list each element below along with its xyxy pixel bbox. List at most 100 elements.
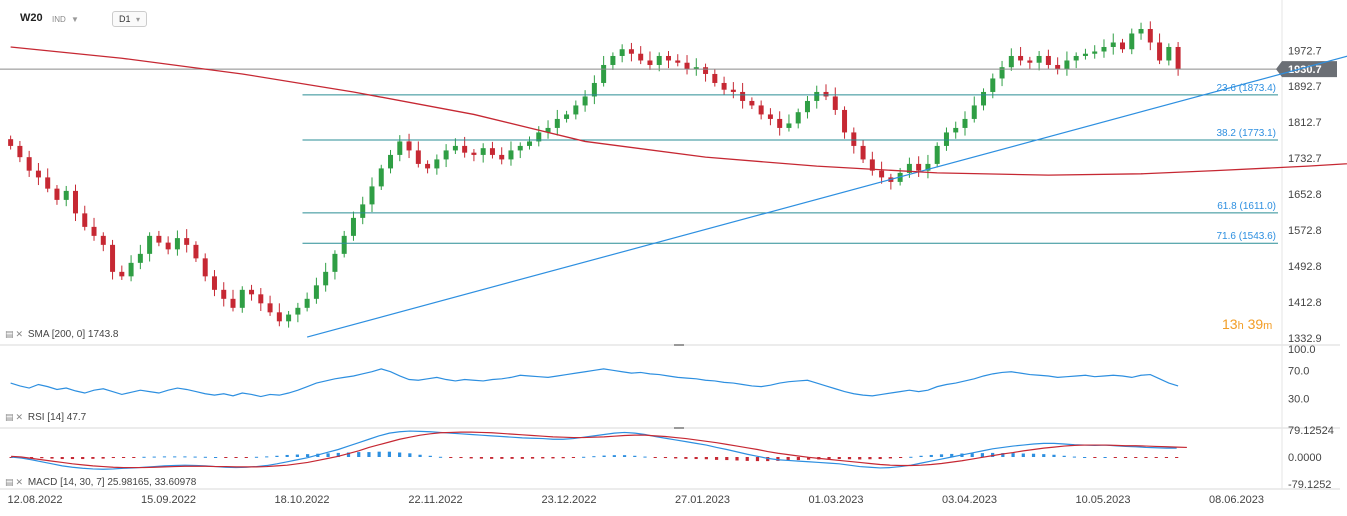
macd-histogram-bar — [152, 456, 156, 458]
close-icon[interactable]: ✕ — [15, 477, 24, 487]
candle-body — [239, 289, 245, 308]
candle-body — [1101, 46, 1107, 52]
macd-histogram-bar — [1052, 454, 1056, 458]
candle-body — [1157, 42, 1163, 61]
candle-body — [1129, 33, 1135, 50]
macd-histogram-bar — [929, 454, 933, 457]
candle-body — [962, 118, 968, 128]
current-price-value: 1930.7 — [1288, 64, 1322, 76]
x-tick-label: 08.06.2023 — [1209, 494, 1264, 506]
candle-body — [851, 132, 857, 146]
candle-body — [647, 60, 653, 65]
candle-body — [981, 91, 987, 106]
candle-body — [462, 145, 468, 153]
macd-histogram-bar — [438, 456, 443, 458]
macd-histogram-bar — [1113, 457, 1117, 458]
macd-histogram-bar — [633, 455, 637, 457]
candle-body — [341, 235, 347, 254]
macd-histogram-bar — [980, 453, 985, 458]
macd-histogram-bar — [1031, 453, 1036, 457]
candle-body — [684, 62, 690, 70]
macd-histogram-bar — [398, 452, 402, 457]
countdown-hours: 13 — [1222, 316, 1238, 332]
candle-body — [406, 141, 412, 151]
candle-body — [54, 188, 60, 200]
macd-histogram-bar — [1154, 457, 1158, 458]
rsi-y-tick-label: 100.0 — [1288, 344, 1316, 356]
macd-histogram-bar — [735, 457, 739, 461]
candle-body — [82, 213, 88, 227]
timeframe-select[interactable]: D1 ▾ — [112, 11, 148, 27]
macd-histogram-bar — [1103, 457, 1107, 458]
close-icon[interactable]: ✕ — [15, 329, 24, 339]
candle-body — [814, 91, 820, 101]
candle-body — [619, 49, 625, 56]
macd-histogram-bar — [265, 456, 269, 458]
macd-histogram-bar — [295, 454, 299, 458]
market-label[interactable]: IND ▼ — [52, 15, 79, 24]
macd-histogram-bar — [1001, 453, 1005, 458]
sma-legend[interactable]: ▤ ✕ SMA [200, 0] 1743.8 — [5, 329, 118, 340]
candle-body — [313, 285, 319, 299]
macd-legend[interactable]: ▤ ✕ MACD [14, 30, 7] 25.98165, 33.60978 — [5, 477, 196, 488]
chevron-down-icon[interactable]: ▼ — [71, 15, 79, 24]
candle-body — [1147, 28, 1153, 43]
candle-body — [17, 145, 23, 158]
candle-body — [193, 244, 199, 259]
rsi-name: RSI — [27, 412, 45, 423]
macd-histogram-bar — [766, 457, 770, 462]
candle-body — [879, 170, 885, 178]
macd-histogram-bar — [755, 457, 760, 462]
candle-body — [249, 289, 255, 295]
macd-histogram-bar — [387, 451, 392, 457]
rsi-legend[interactable]: ▤ ✕ RSI [14] 47.7 — [5, 412, 86, 423]
macd-histogram-bar — [60, 457, 64, 460]
candle-body — [26, 157, 32, 171]
candle-body — [137, 253, 143, 263]
macd-histogram-bar — [377, 451, 381, 457]
macd-histogram-bar — [541, 457, 545, 459]
x-tick-label: 23.12.2022 — [541, 494, 596, 506]
macd-histogram-bar — [939, 454, 944, 457]
rsi-value: 47.7 — [66, 412, 87, 423]
candle-body — [202, 258, 208, 277]
macd-histogram-bar — [111, 457, 115, 459]
macd-histogram-bar — [622, 455, 627, 457]
candle-body — [675, 60, 681, 63]
candle-body — [703, 67, 709, 74]
macd-histogram-bar — [776, 457, 780, 461]
macd-params: [14, 30, 7] — [60, 477, 105, 488]
macd-histogram-bar — [592, 456, 596, 458]
macd-histogram-bar — [1011, 453, 1015, 458]
chevron-down-icon: ▾ — [136, 15, 141, 24]
macd-histogram-bar — [868, 457, 872, 460]
close-icon[interactable]: ✕ — [15, 412, 24, 422]
macd-histogram-bar — [306, 454, 310, 457]
macd-histogram-bar — [1093, 457, 1097, 458]
macd-histogram-bar — [91, 457, 95, 459]
candle-body — [693, 67, 699, 70]
candle-body — [740, 91, 746, 101]
macd-histogram-bar — [1123, 457, 1128, 458]
y-tick-label: 1492.8 — [1288, 261, 1322, 273]
candle-body — [999, 67, 1005, 79]
candle-body — [471, 152, 477, 155]
macd-histogram-bar — [970, 453, 974, 457]
candle-body — [350, 217, 356, 236]
macd-histogram-bar — [459, 457, 463, 459]
candle-body — [1018, 55, 1024, 61]
settings-icon[interactable]: ▤ — [5, 412, 14, 422]
macd-histogram-bar — [643, 456, 647, 458]
settings-icon[interactable]: ▤ — [5, 329, 14, 339]
timeframe-value: D1 — [119, 14, 131, 24]
rsi-y-tick-label: 30.0 — [1288, 394, 1309, 406]
macd-histogram-bar — [919, 455, 923, 457]
settings-icon[interactable]: ▤ — [5, 477, 14, 487]
macd-histogram-bar — [950, 453, 954, 457]
candle-body — [8, 139, 14, 146]
macd-histogram-bar — [571, 457, 576, 458]
macd-histogram-bar — [1164, 457, 1169, 458]
macd-histogram-bar — [50, 457, 54, 459]
macd-histogram-bar — [704, 457, 708, 460]
